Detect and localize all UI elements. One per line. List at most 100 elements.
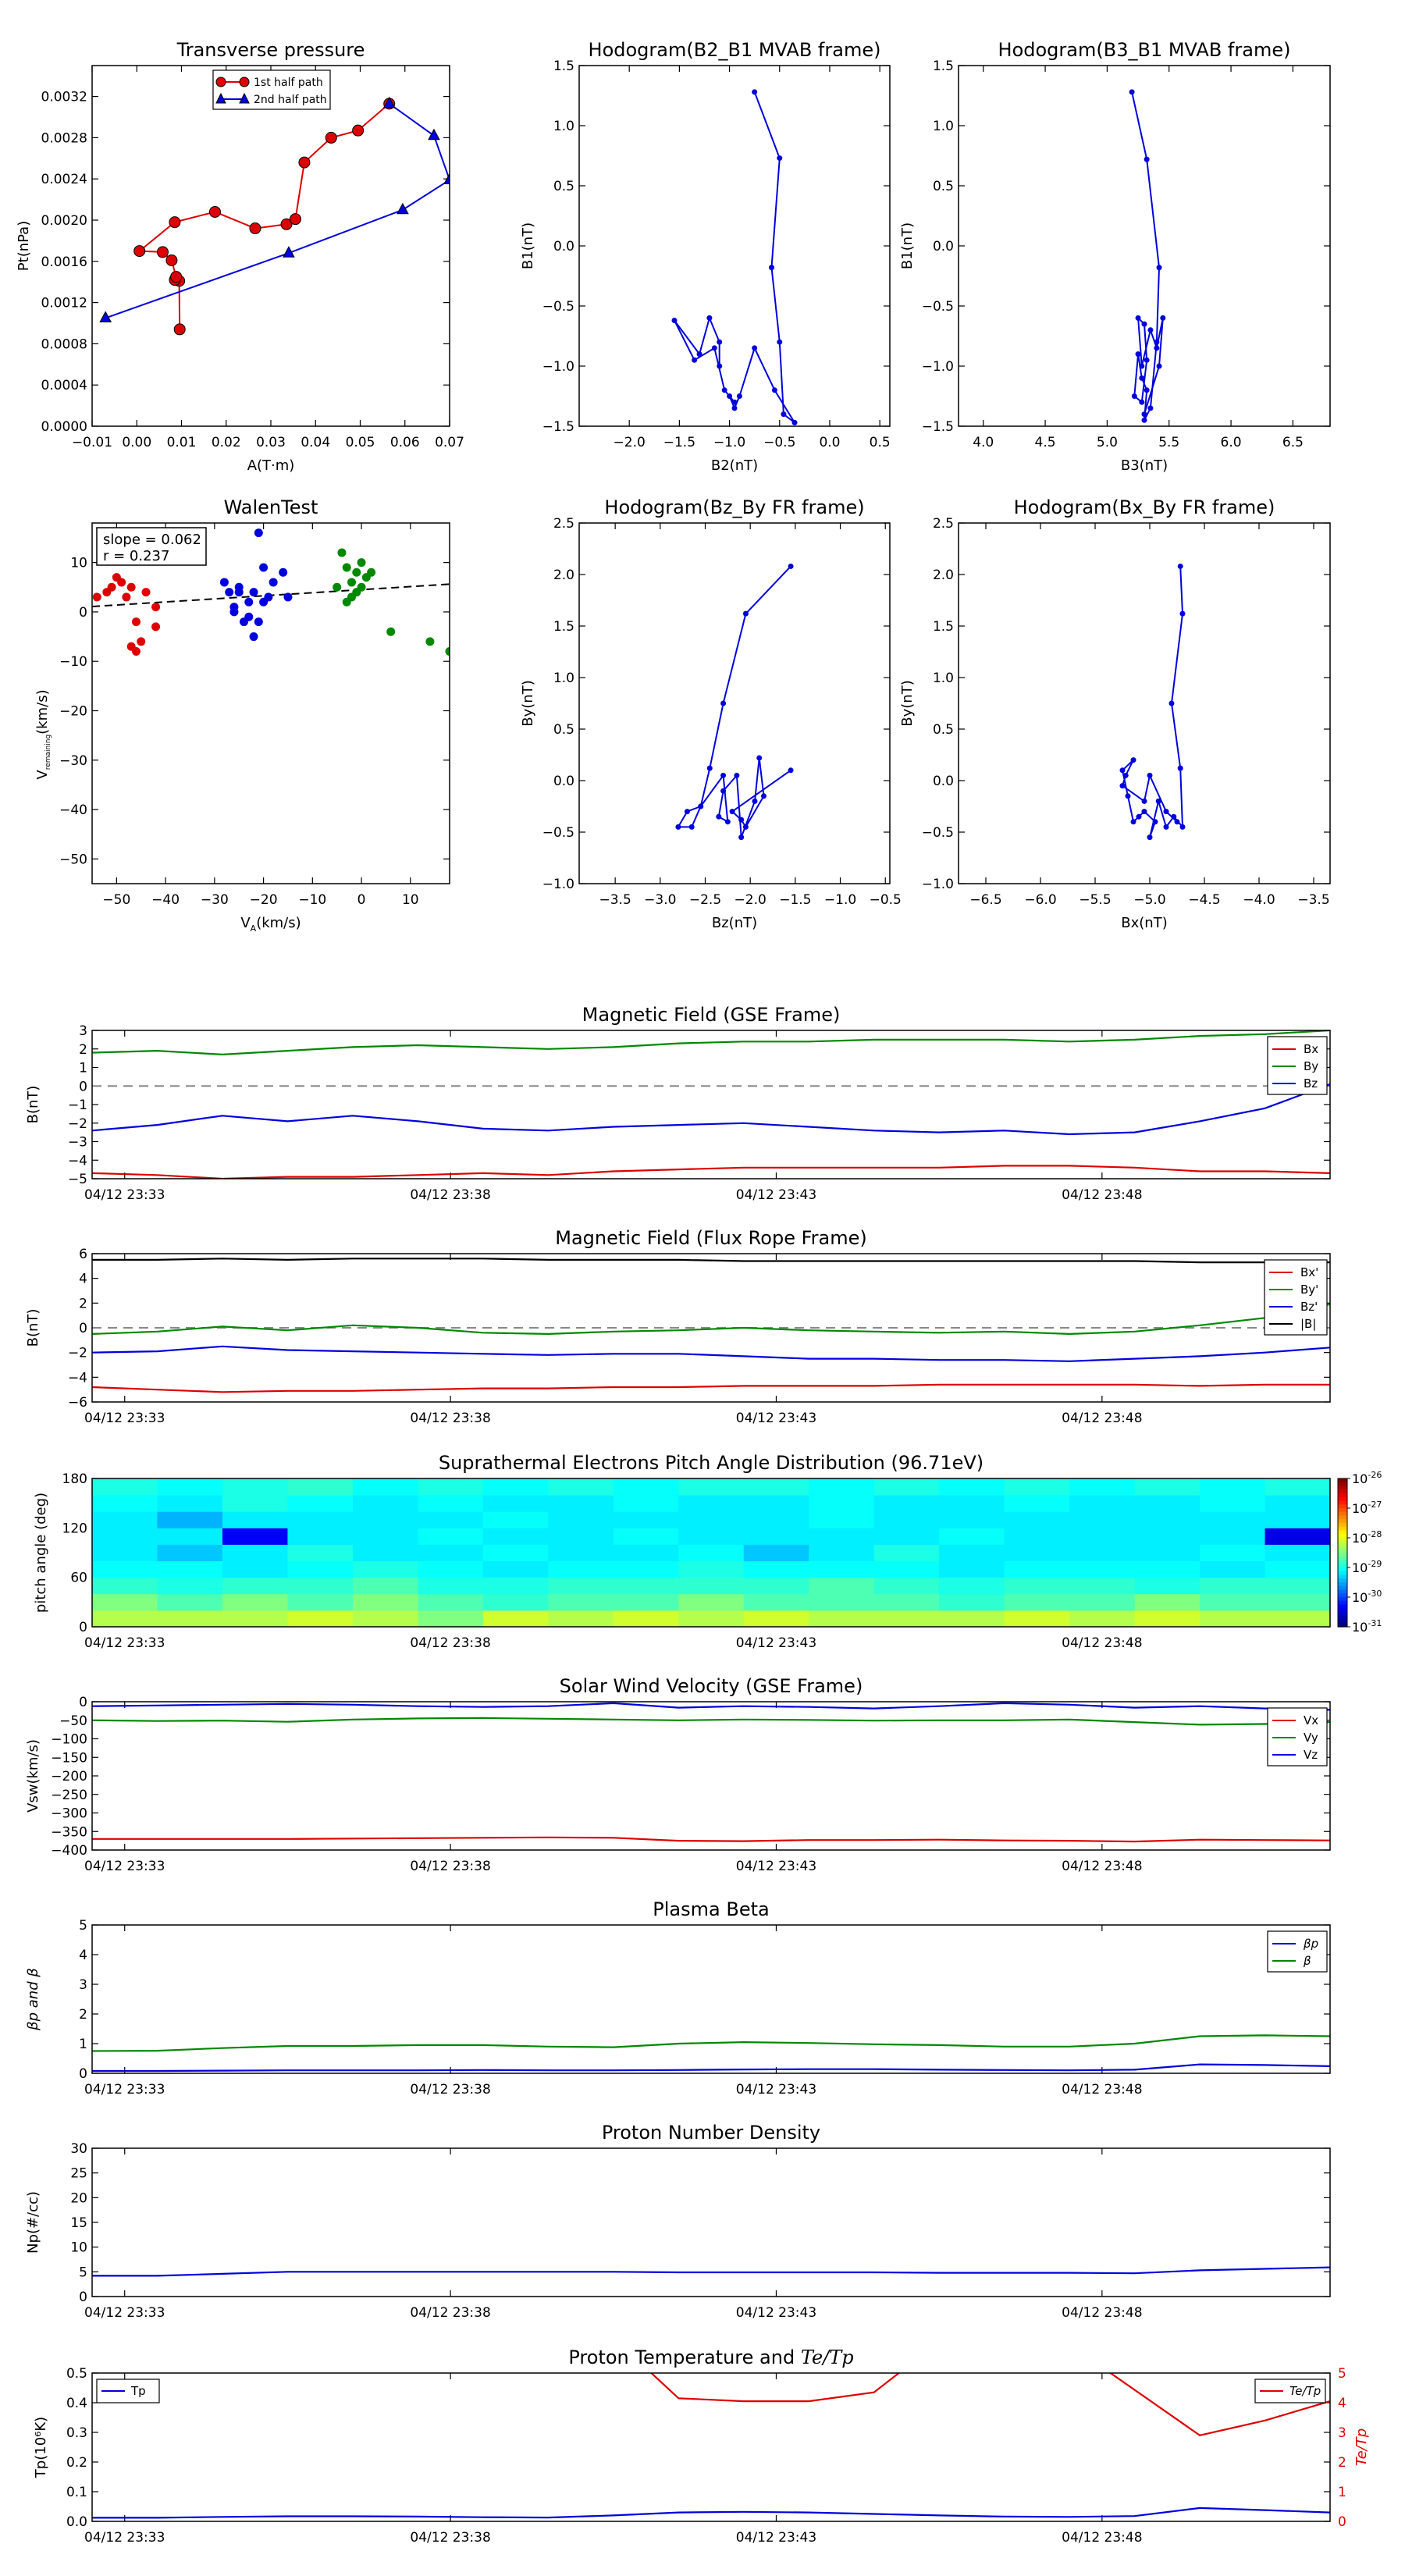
y-tick-label: 1.0 <box>553 671 574 686</box>
data-point <box>428 128 440 141</box>
y-tick-label: 0 <box>79 1079 87 1094</box>
heatmap-cell <box>92 1511 158 1528</box>
data-point <box>760 793 767 799</box>
x-tick-label: −2.0 <box>614 435 646 450</box>
heatmap-cell <box>1200 1593 1266 1611</box>
y-tick-label: 0.5 <box>66 2366 87 2382</box>
heatmap-cell <box>1069 1560 1136 1578</box>
colorbar-step <box>1338 1574 1347 1579</box>
colorbar-label: 10-30 <box>1352 1589 1382 1605</box>
legend-label: |B| <box>1300 1317 1316 1331</box>
data-point <box>1122 772 1129 778</box>
heatmap-cell <box>809 1528 875 1545</box>
x-tick-label: 0.5 <box>870 435 891 450</box>
colorbar-step <box>1338 1500 1347 1505</box>
x-tick-label: 0.02 <box>212 435 241 450</box>
x-tick-label: 04/12 23:38 <box>410 2305 490 2321</box>
heatmap-cell <box>222 1528 288 1545</box>
heatmap-cell <box>287 1511 354 1528</box>
heatmap-cell <box>809 1544 875 1562</box>
x-tick-label: −5.5 <box>1079 892 1111 908</box>
heatmap-cell <box>939 1528 1005 1545</box>
y-tick-label: 0.0032 <box>41 90 87 105</box>
data-point <box>249 632 258 642</box>
data-point <box>367 568 376 577</box>
heatmap-cell <box>613 1511 679 1528</box>
y-tick-label: 4 <box>79 1272 87 1287</box>
heatmap-cell <box>678 1577 745 1595</box>
legend-label: Tp <box>130 2384 146 2398</box>
colorbar-base: 10 <box>1352 1501 1368 1516</box>
chart-title: Hodogram(Bx_By FR frame) <box>1014 496 1275 518</box>
data-point <box>342 597 351 607</box>
heatmap-cell <box>482 1495 549 1512</box>
colorbar-step <box>1338 1538 1347 1542</box>
x-tick-label: 04/12 23:38 <box>410 1187 490 1203</box>
y-tick-label-right: 4 <box>1338 2396 1346 2411</box>
x-tick-label: 0.05 <box>346 435 375 450</box>
x-tick-label: 04/12 23:38 <box>410 1859 490 1874</box>
chart-title: Magnetic Field (Flux Rope Frame) <box>555 1227 866 1249</box>
y-tick-label-right: 3 <box>1338 2425 1346 2441</box>
y-tick-label: −400 <box>51 1843 87 1859</box>
heatmap-cell <box>222 1511 288 1528</box>
heatmap-cell <box>678 1495 745 1512</box>
data-point <box>1168 700 1175 706</box>
data-point <box>720 700 727 706</box>
chart-title: Transverse pressure <box>176 39 365 61</box>
heatmap-cell <box>548 1528 614 1545</box>
colorbar-step <box>1338 1615 1347 1621</box>
heatmap-cell <box>1069 1511 1136 1528</box>
data-point <box>771 387 777 393</box>
colorbar-label: 10-28 <box>1352 1529 1382 1546</box>
data-point <box>1163 809 1169 815</box>
data-point <box>711 345 717 351</box>
x-tick-label: −2.0 <box>735 892 767 908</box>
heatmap-cell <box>92 1577 158 1595</box>
legend-label: By <box>1304 1059 1318 1073</box>
x-axis-label: A(T·m) <box>247 457 295 474</box>
colorbar-step <box>1338 1508 1347 1513</box>
data-point <box>742 610 749 617</box>
y-tick-label-right: 1 <box>1338 2485 1346 2500</box>
heatmap-cell <box>548 1593 614 1611</box>
y-tick-label: 4 <box>79 1948 87 1963</box>
y-tick-label: 1 <box>79 2037 87 2052</box>
chart-title: Hodogram(B2_B1 MVAB frame) <box>589 39 881 61</box>
heatmap-cell <box>352 1560 418 1578</box>
y-axis-label: B(nT) <box>25 1086 41 1124</box>
heatmap-cell <box>92 1528 158 1545</box>
x-tick-label: −50 <box>102 892 130 908</box>
data-point <box>1125 793 1131 799</box>
data-point <box>706 315 713 321</box>
data-point <box>717 363 723 369</box>
y-tick-label: −50 <box>59 1713 87 1729</box>
heatmap-cell <box>1264 1560 1331 1578</box>
y-axis-label-right: Te/Tp <box>1353 2428 1370 2466</box>
heatmap-cell <box>418 1511 484 1528</box>
heatmap-cell <box>418 1593 484 1611</box>
data-point <box>777 155 783 162</box>
y-tick-label: 1.5 <box>553 619 574 635</box>
y-tick-label: 120 <box>62 1521 87 1536</box>
legend-label: β <box>1303 1954 1311 1968</box>
heatmap-cell <box>418 1478 484 1496</box>
chart-hodo2: 4.0 4.5 5.0 5.5 6.0 6.5 −1.5 −1.0 −0.5 0.0 0.5 1.0 1… <box>899 39 1331 474</box>
x-tick-label: 04/12 23:33 <box>84 2305 165 2321</box>
heatmap-cell <box>157 1511 223 1528</box>
heatmap-cell <box>1200 1495 1266 1512</box>
heatmap-cell <box>352 1495 418 1512</box>
data-point <box>1147 834 1153 841</box>
x-tick-label: −3.0 <box>644 892 676 908</box>
heatmap-cell <box>287 1610 354 1628</box>
y-tick-label: 30 <box>70 2141 87 2157</box>
data-point <box>1163 824 1169 830</box>
data-point <box>1154 345 1160 351</box>
legend-left: Tp <box>96 2379 160 2403</box>
y-axis-label-main: V <box>34 770 51 780</box>
heatmap-cell <box>613 1544 679 1562</box>
heatmap-cell <box>809 1495 875 1512</box>
heatmap-cell <box>613 1577 679 1595</box>
y-tick-label: 1 <box>79 1061 87 1076</box>
x-tick-label: 0.01 <box>167 435 197 450</box>
